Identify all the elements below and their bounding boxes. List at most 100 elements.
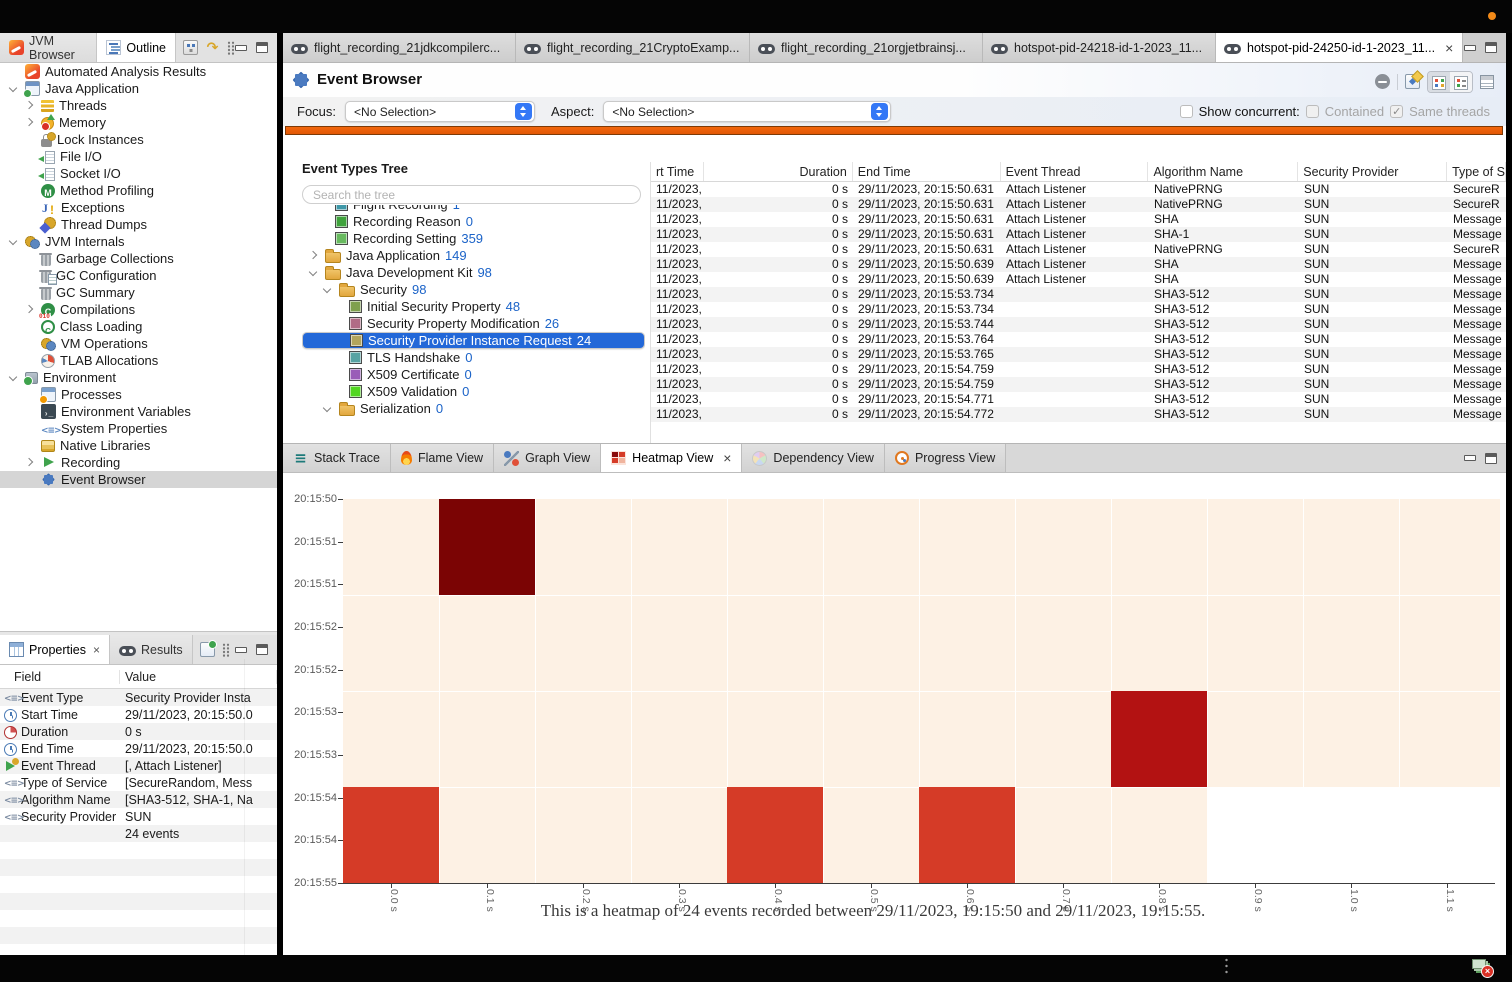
column-header-algorithm-name[interactable]: Algorithm Name — [1148, 162, 1299, 181]
new-page-icon[interactable] — [1405, 74, 1420, 90]
event-type-java-application[interactable]: Java Application 149 — [302, 247, 645, 264]
tab-flame-view[interactable]: Flame View — [391, 444, 495, 472]
sidebar-item-class-loading[interactable]: Class Loading — [0, 318, 277, 335]
property-row[interactable]: Type of Service [SecureRandom, Mess — [0, 774, 277, 791]
recordings-status-icon[interactable] — [1472, 959, 1494, 978]
column-header-event-thread[interactable]: Event Thread — [1001, 162, 1149, 181]
minimize-icon[interactable] — [235, 44, 247, 51]
sidebar-item-memory[interactable]: Memory — [0, 113, 277, 131]
table-row[interactable]: 11/2023, 0 s 29/11/2023, 20:15:53.765 SHA3-… — [651, 347, 1506, 362]
sidebar-item-compilations[interactable]: Compilations — [0, 301, 277, 320]
checkbox-show-concurrent-[interactable] — [1179, 105, 1193, 118]
maximize-icon[interactable] — [256, 644, 268, 655]
tab-progress-view[interactable]: Progress View — [884, 444, 1007, 472]
sidebar-item-tlab-allocations[interactable]: TLAB Allocations — [0, 352, 277, 369]
tab-outline[interactable]: Outline — [97, 33, 176, 62]
event-type-tls-handshake[interactable]: TLS Handshake 0 — [302, 349, 645, 366]
chevron-right-icon[interactable] — [22, 303, 36, 317]
search-input[interactable] — [302, 185, 641, 204]
sidebar-item-environment-variables[interactable]: Environment Variables — [0, 403, 277, 420]
event-type-initial-security-property[interactable]: Initial Security Property 48 — [302, 298, 645, 315]
editor-tab-4[interactable]: hotspot-pid-24250-id-1-2023_11... × — [1216, 33, 1463, 62]
tab-jvm-browser[interactable]: JVM Browser — [0, 33, 98, 62]
minimize-icon[interactable] — [1464, 455, 1476, 461]
event-type-x509-certificate[interactable]: X509 Certificate 0 — [302, 366, 645, 383]
grid-view-button[interactable] — [1428, 72, 1450, 92]
sidebar-item-environment[interactable]: Environment — [0, 369, 277, 386]
column-header-duration[interactable]: Duration — [704, 162, 853, 181]
sidebar-item-garbage-collections[interactable]: Garbage Collections — [0, 250, 277, 267]
lock-structure-icon[interactable] — [183, 40, 198, 55]
table-row[interactable]: 11/2023, 0 s 29/11/2023, 20:15:50.639 Attac… — [651, 257, 1506, 272]
sidebar-item-jvm-internals[interactable]: JVM Internals — [0, 233, 277, 250]
chevron-down-icon[interactable] — [306, 266, 320, 280]
column-header-security-provider[interactable]: Security Provider — [1298, 162, 1448, 181]
pin-view-icon[interactable] — [199, 640, 217, 657]
event-type-security-provider-instance-request[interactable]: Security Provider Instance Request 24 — [302, 332, 645, 349]
selection-range-bar[interactable] — [285, 126, 1503, 135]
sidebar-item-system-properties[interactable]: System Properties — [0, 420, 277, 437]
table-row[interactable]: 11/2023, 0 s 29/11/2023, 20:15:50.631 Attac… — [651, 242, 1506, 257]
overflow-dots-icon[interactable] — [227, 40, 235, 55]
table-row[interactable]: 11/2023, 0 s 29/11/2023, 20:15:50.631 Attac… — [651, 227, 1506, 242]
sidebar-item-java-application[interactable]: Java Application — [0, 80, 277, 98]
sidebar-item-native-libraries[interactable]: Native Libraries — [0, 437, 277, 454]
chevron-down-icon[interactable] — [320, 283, 334, 297]
chevron-down-icon[interactable] — [320, 402, 334, 416]
table-row[interactable]: 11/2023, 0 s 29/11/2023, 20:15:53.734 SHA3-… — [651, 302, 1506, 317]
table-row[interactable]: 11/2023, 0 s 29/11/2023, 20:15:54.772 SHA3-… — [651, 407, 1506, 422]
table-row[interactable]: 11/2023, 0 s 29/11/2023, 20:15:50.631 Attac… — [651, 182, 1506, 197]
maximize-icon[interactable] — [256, 42, 268, 53]
overflow-dots-icon[interactable] — [221, 642, 230, 657]
property-row[interactable]: 24 events — [0, 825, 277, 842]
table-row[interactable]: 11/2023, 0 s 29/11/2023, 20:15:50.631 Attac… — [651, 197, 1506, 212]
editor-tab-0[interactable]: flight_recording_21jdkcompilerc... — [283, 33, 516, 62]
chevron-down-icon[interactable] — [6, 82, 20, 96]
sidebar-item-exceptions[interactable]: Exceptions — [0, 199, 277, 217]
maximize-icon[interactable] — [1485, 42, 1497, 53]
sidebar-item-file-i-o[interactable]: File I/O — [0, 148, 277, 165]
sidebar-item-threads[interactable]: Threads — [0, 97, 277, 114]
property-row[interactable]: Start Time 29/11/2023, 20:15:50.0 — [0, 706, 277, 723]
table-row[interactable]: 11/2023, 0 s 29/11/2023, 20:15:53.734 SHA3-… — [651, 287, 1506, 302]
checkbox-contained[interactable] — [1305, 105, 1319, 118]
close-icon[interactable]: × — [723, 450, 732, 466]
chevron-right-icon[interactable] — [22, 116, 36, 130]
table-view-icon[interactable] — [1480, 74, 1494, 89]
sidebar-item-vm-operations[interactable]: VM Operations — [0, 335, 277, 352]
sidebar-item-lock-instances[interactable]: Lock Instances — [0, 131, 277, 148]
minimize-icon[interactable] — [235, 646, 247, 653]
list-view-button[interactable] — [1450, 72, 1472, 92]
chevron-right-icon[interactable] — [306, 249, 320, 263]
aspect-select[interactable]: <No Selection> — [603, 101, 892, 122]
tab-graph-view[interactable]: Graph View — [494, 444, 602, 472]
sidebar-item-automated-analysis-results[interactable]: Automated Analysis Results — [0, 63, 277, 80]
tab-heatmap-view[interactable]: Heatmap View × — [601, 444, 743, 472]
editor-tab-1[interactable]: flight_recording_21CryptoExamp... — [516, 33, 750, 62]
table-row[interactable]: 11/2023, 0 s 29/11/2023, 20:15:54.771 SHA3-… — [651, 392, 1506, 407]
sidebar-item-recording[interactable]: Recording — [0, 454, 277, 471]
sidebar-item-processes[interactable]: Processes — [0, 386, 277, 404]
event-type-serialization[interactable]: Serialization 0 — [302, 400, 645, 417]
property-row[interactable]: End Time 29/11/2023, 20:15:50.0 — [0, 740, 277, 757]
property-row[interactable]: Duration 0 s — [0, 723, 277, 740]
close-icon[interactable]: × — [1445, 39, 1454, 56]
chevron-right-icon[interactable] — [22, 456, 36, 470]
sidebar-item-socket-i-o[interactable]: Socket I/O — [0, 165, 277, 182]
column-header-end-time[interactable]: End Time — [853, 162, 1001, 181]
minimize-icon[interactable] — [1464, 44, 1476, 51]
tab-stack-trace[interactable]: Stack Trace — [283, 444, 391, 472]
sidebar-item-gc-summary[interactable]: GC Summary — [0, 284, 277, 301]
property-row[interactable]: Event Type Security Provider Insta — [0, 689, 277, 706]
event-type-recording-reason[interactable]: Recording Reason 0 — [302, 213, 645, 230]
tab-results[interactable]: Results — [110, 635, 193, 664]
event-type-security[interactable]: Security 98 — [302, 281, 645, 298]
editor-tab-2[interactable]: flight_recording_21orgjetbrainsj... — [750, 33, 983, 62]
table-row[interactable]: 11/2023, 0 s 29/11/2023, 20:15:53.744 SHA3-… — [651, 317, 1506, 332]
tab-properties[interactable]: Properties × — [0, 635, 110, 664]
column-header-type-of-s[interactable]: Type of S — [1447, 162, 1506, 181]
table-row[interactable]: 11/2023, 0 s 29/11/2023, 20:15:54.759 SHA3-… — [651, 377, 1506, 392]
maximize-icon[interactable] — [1485, 452, 1497, 464]
table-row[interactable]: 11/2023, 0 s 29/11/2023, 20:15:50.631 Attac… — [651, 212, 1506, 227]
sidebar-item-thread-dumps[interactable]: Thread Dumps — [0, 216, 277, 233]
